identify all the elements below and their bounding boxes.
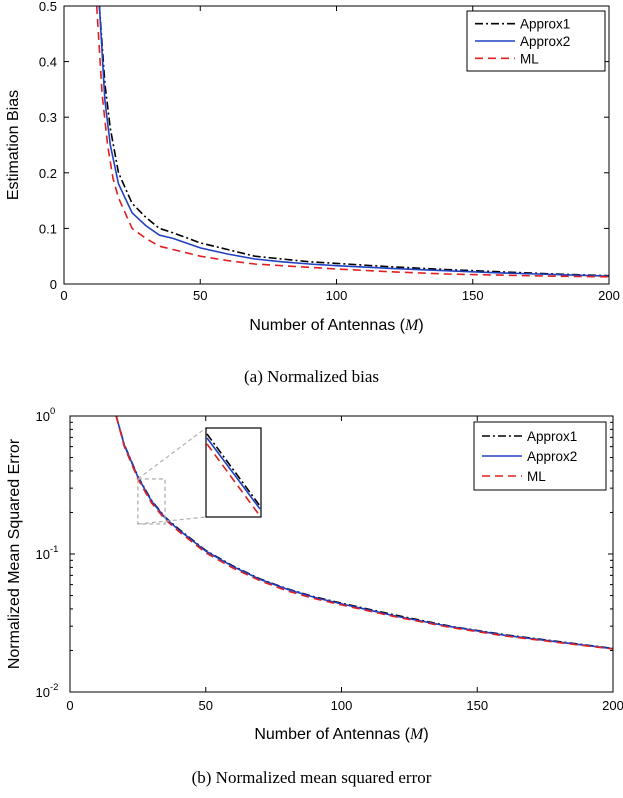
x-axis-label-text: Number of Antennas ( [249,317,405,334]
y-tick-label: 0 [50,277,57,292]
series-group [115,416,613,650]
x-axis-label-var: M [404,317,420,334]
x-tick-label: 200 [598,288,620,303]
y-tick-exponent: 0 [50,406,55,417]
y-tick-label: 10 [36,547,50,562]
y-tick-label: 0.1 [39,221,57,236]
x-tick-label: 150 [466,698,488,713]
zoom-line-approx1 [206,433,261,507]
figure-caption: (b) Normalized mean squared error [192,768,432,787]
y-tick-label: 0.5 [39,0,57,14]
legend-label-approx2: Approx2 [520,34,570,49]
x-tick-label: 200 [602,698,623,713]
x-tick-label: 50 [199,698,213,713]
x-tick-label: 50 [193,288,207,303]
legend-label-ml: ML [520,51,539,66]
series-line-approx1 [98,6,609,277]
zoom-connector [137,427,207,480]
x-tick-label: 0 [60,288,67,303]
y-axis-label: Estimation Bias [5,90,22,200]
chart-panel-a: 0 50 100 150 200 0 0.1 0.2 0.3 0.4 0.5 Number of An… [5,0,620,386]
y-tick-exponent: -1 [50,544,58,555]
x-tick-label: 100 [326,288,348,303]
legend-label-approx1: Approx1 [520,17,570,32]
x-axis-label-end: ) [423,726,428,743]
zoom-region-box [137,478,166,525]
legend: Approx1 Approx2 ML [473,421,607,491]
y-tick-label: 10 [36,409,50,424]
y-tick-label: 0.2 [39,166,57,181]
zoom-connector [137,516,207,525]
x-tick-label: 150 [462,288,484,303]
x-axis-label-end: ) [418,317,423,334]
y-tick-exponent: -2 [50,682,58,693]
x-axis-label-var: M [409,726,425,743]
series-group [95,6,609,278]
zoom-line-approx2 [206,437,261,510]
x-axis-label-text: Number of Antennas ( [254,726,410,743]
zoom-line-ml [206,443,261,517]
x-axis-label: Number of Antennas (M) [254,726,428,743]
y-axis-label: Normalized Mean Squared Error [6,438,23,669]
legend-label-ml: ML [527,469,546,484]
x-tick-label: 0 [66,698,73,713]
legend: Approx1 Approx2 ML [466,10,606,72]
figure-caption: (a) Normalized bias [244,367,379,386]
legend-label-approx2: Approx2 [527,449,577,464]
x-tick-label: 100 [331,698,353,713]
series-line-approx2 [98,6,609,277]
y-tick-label: 10 [36,685,50,700]
series-line-ml [95,6,609,278]
y-tick-label: 0.3 [39,110,57,125]
series-line-ml [115,416,613,650]
legend-label-approx1: Approx1 [527,429,577,444]
x-axis-label: Number of Antennas (M) [249,317,423,334]
y-tick-label: 0.4 [39,55,57,70]
